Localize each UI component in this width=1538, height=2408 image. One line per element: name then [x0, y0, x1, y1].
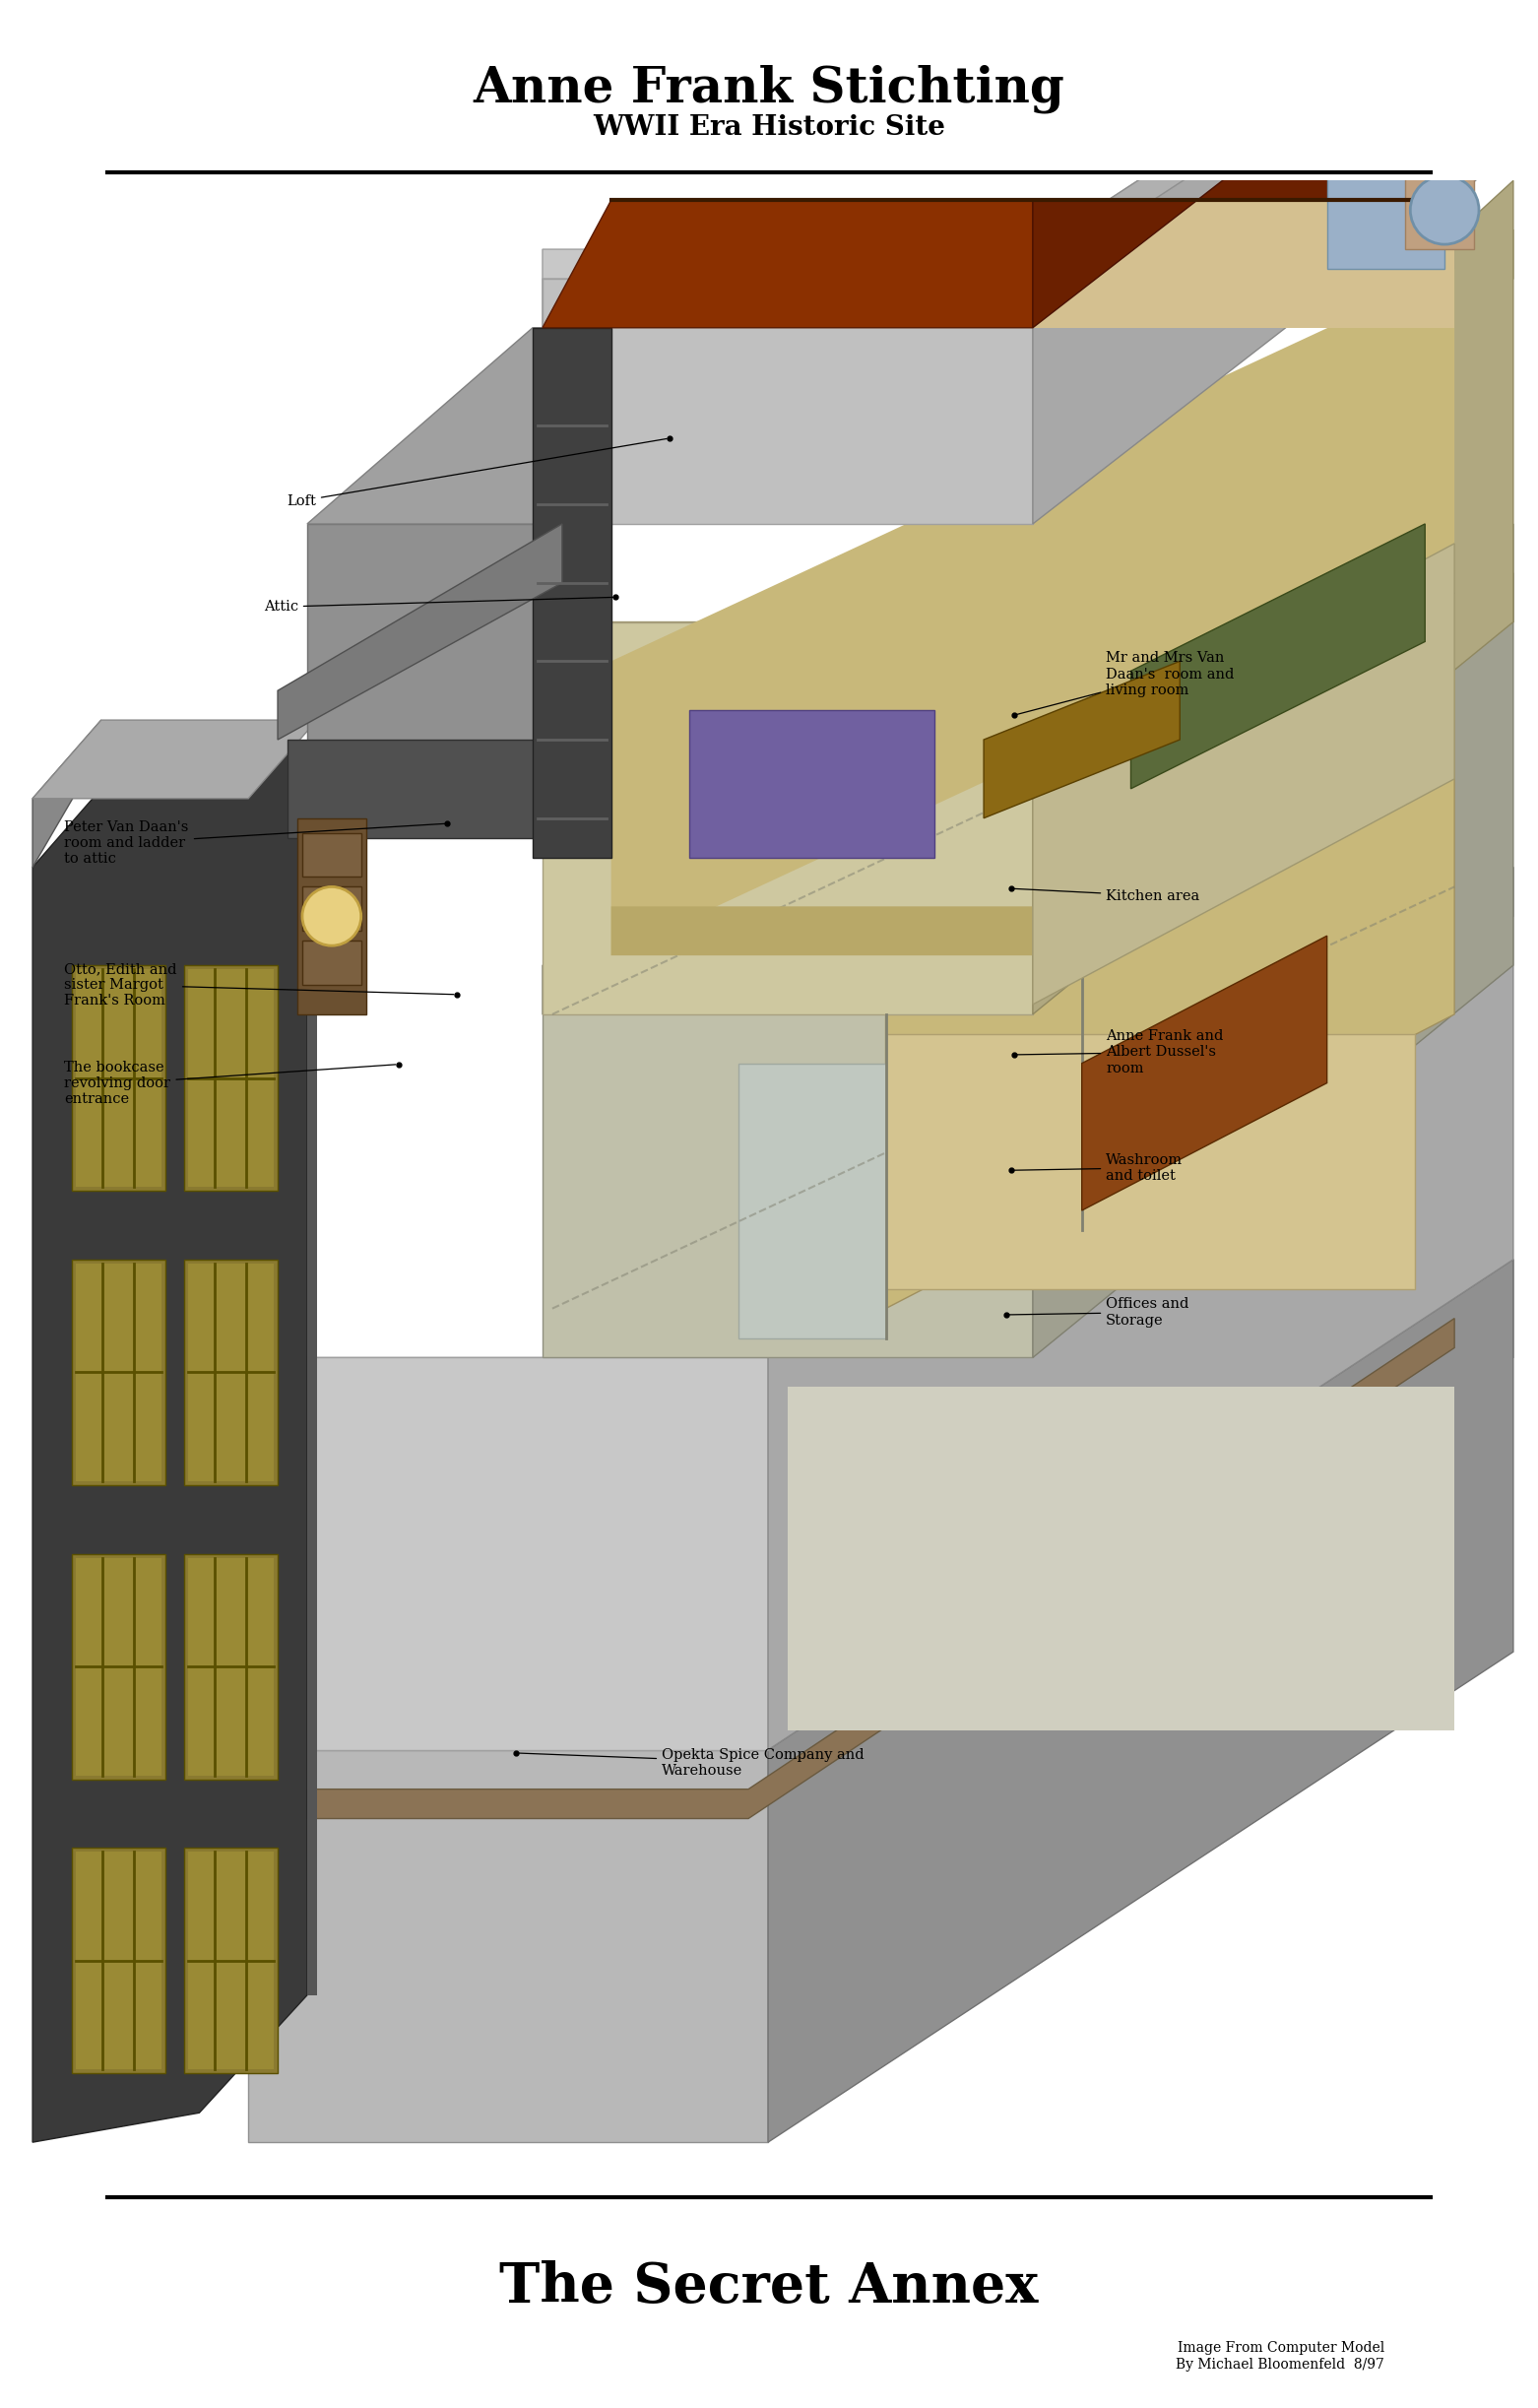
Text: Opekta Spice Company and
Warehouse: Opekta Spice Company and Warehouse: [518, 1748, 864, 1777]
Text: By Michael Bloomenfeld  8/97: By Michael Bloomenfeld 8/97: [1175, 2357, 1384, 2372]
Text: Washroom
and toilet: Washroom and toilet: [1014, 1153, 1183, 1182]
Text: Otto, Edith and
sister Margot
Frank's Room: Otto, Edith and sister Margot Frank's Ro…: [65, 963, 454, 1007]
Text: Attic: Attic: [263, 597, 614, 614]
Polygon shape: [689, 710, 935, 857]
Bar: [72, 1847, 165, 2073]
Polygon shape: [248, 1751, 767, 2143]
Polygon shape: [32, 720, 102, 867]
Text: Offices and
Storage: Offices and Storage: [1009, 1298, 1189, 1327]
Circle shape: [303, 886, 361, 946]
Bar: [75, 1558, 161, 1775]
Bar: [1327, 92, 1444, 270]
Text: Anne Frank and
Albert Dussel's
room: Anne Frank and Albert Dussel's room: [1017, 1031, 1224, 1074]
Bar: [189, 1852, 274, 2068]
Polygon shape: [984, 662, 1180, 819]
Text: The Secret Annex: The Secret Annex: [500, 2261, 1038, 2314]
Polygon shape: [543, 621, 1034, 1014]
Text: WWII Era Historic Site: WWII Era Historic Site: [592, 113, 946, 142]
Text: Mr and Mrs Van
Daan's  room and
living room: Mr and Mrs Van Daan's room and living ro…: [1017, 653, 1235, 715]
Polygon shape: [543, 966, 1034, 1358]
Bar: [303, 886, 361, 932]
Text: Anne Frank Stichting: Anne Frank Stichting: [474, 65, 1064, 113]
Polygon shape: [611, 200, 1455, 327]
Polygon shape: [32, 749, 308, 2143]
Polygon shape: [1081, 937, 1327, 1211]
Polygon shape: [308, 525, 543, 819]
Polygon shape: [248, 1358, 767, 1751]
Bar: [185, 1553, 278, 1780]
Polygon shape: [308, 749, 317, 1996]
Polygon shape: [532, 327, 611, 857]
Text: Kitchen area: Kitchen area: [1014, 889, 1200, 903]
Polygon shape: [767, 1259, 1513, 2143]
Polygon shape: [543, 0, 1513, 327]
Polygon shape: [308, 327, 767, 525]
Bar: [189, 1264, 274, 1481]
Polygon shape: [308, 1317, 1455, 1818]
Text: Image From Computer Model: Image From Computer Model: [1177, 2341, 1384, 2355]
Polygon shape: [1034, 181, 1513, 1014]
Polygon shape: [1034, 0, 1513, 327]
Polygon shape: [543, 573, 1513, 1014]
Polygon shape: [767, 867, 1513, 1751]
Polygon shape: [738, 1064, 886, 1339]
Bar: [787, 1387, 1455, 1731]
Polygon shape: [248, 867, 1513, 1406]
Bar: [303, 942, 361, 985]
Bar: [72, 1553, 165, 1780]
Bar: [189, 968, 274, 1187]
Bar: [185, 1847, 278, 2073]
Text: The bookcase
revolving door
entrance: The bookcase revolving door entrance: [65, 1062, 395, 1105]
Polygon shape: [543, 279, 1034, 525]
Polygon shape: [543, 229, 1513, 672]
Bar: [72, 1259, 165, 1486]
Bar: [75, 968, 161, 1187]
Polygon shape: [886, 672, 1455, 1308]
Polygon shape: [611, 662, 1455, 956]
Bar: [189, 1558, 274, 1775]
Polygon shape: [543, 0, 1513, 279]
Polygon shape: [1130, 525, 1426, 790]
Text: Loft: Loft: [286, 438, 667, 508]
Polygon shape: [1406, 142, 1473, 250]
Polygon shape: [1034, 0, 1513, 279]
Bar: [185, 966, 278, 1192]
Bar: [75, 1852, 161, 2068]
Polygon shape: [248, 1259, 1513, 1847]
Polygon shape: [297, 819, 366, 1014]
Polygon shape: [1034, 0, 1513, 525]
Polygon shape: [1034, 525, 1513, 1358]
Polygon shape: [32, 720, 317, 799]
Polygon shape: [288, 739, 543, 838]
Bar: [303, 833, 361, 877]
Bar: [75, 1264, 161, 1481]
Polygon shape: [543, 200, 1034, 327]
Polygon shape: [1034, 544, 1455, 1004]
Bar: [886, 1033, 1415, 1288]
Text: Peter Van Daan's
room and ladder
to attic: Peter Van Daan's room and ladder to atti…: [65, 821, 444, 864]
Bar: [72, 966, 165, 1192]
Polygon shape: [278, 525, 561, 739]
Bar: [185, 1259, 278, 1486]
Circle shape: [1410, 176, 1480, 243]
Polygon shape: [611, 270, 1455, 956]
